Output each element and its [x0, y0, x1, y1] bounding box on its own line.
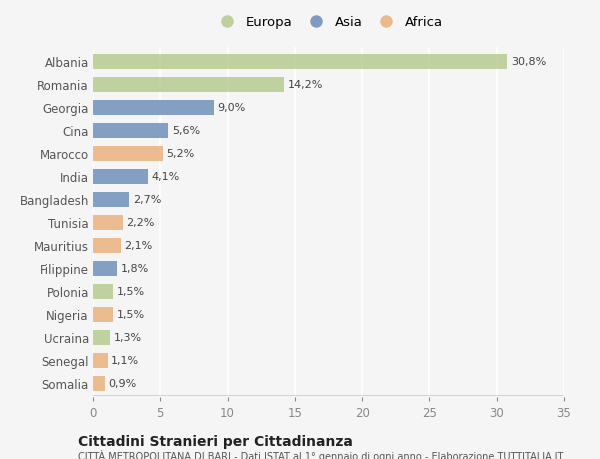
- Text: CITTÀ METROPOLITANA DI BARI - Dati ISTAT al 1° gennaio di ogni anno - Elaborazio: CITTÀ METROPOLITANA DI BARI - Dati ISTAT…: [78, 449, 563, 459]
- Bar: [93, 55, 508, 69]
- Text: Cittadini Stranieri per Cittadinanza: Cittadini Stranieri per Cittadinanza: [78, 434, 353, 448]
- Bar: [93, 261, 117, 276]
- Text: 2,2%: 2,2%: [126, 218, 154, 228]
- Text: 14,2%: 14,2%: [287, 80, 323, 90]
- Text: 1,5%: 1,5%: [116, 286, 145, 297]
- Bar: [93, 307, 113, 322]
- Bar: [93, 169, 148, 184]
- Text: 1,3%: 1,3%: [114, 332, 142, 342]
- Text: 2,7%: 2,7%: [133, 195, 161, 205]
- Legend: Europa, Asia, Africa: Europa, Asia, Africa: [214, 17, 443, 29]
- Bar: [93, 146, 163, 161]
- Text: 1,8%: 1,8%: [121, 263, 149, 274]
- Bar: [93, 376, 105, 391]
- Text: 5,2%: 5,2%: [166, 149, 194, 159]
- Text: 1,5%: 1,5%: [116, 309, 145, 319]
- Text: 2,1%: 2,1%: [125, 241, 153, 251]
- Text: 4,1%: 4,1%: [152, 172, 180, 182]
- Bar: [93, 353, 108, 368]
- Bar: [93, 330, 110, 345]
- Bar: [93, 284, 113, 299]
- Bar: [93, 123, 169, 138]
- Text: 5,6%: 5,6%: [172, 126, 200, 136]
- Text: 1,1%: 1,1%: [111, 355, 139, 365]
- Bar: [93, 78, 284, 92]
- Text: 0,9%: 0,9%: [109, 378, 137, 388]
- Bar: [93, 101, 214, 115]
- Bar: [93, 238, 121, 253]
- Text: 9,0%: 9,0%: [217, 103, 246, 113]
- Bar: [93, 192, 130, 207]
- Bar: [93, 215, 122, 230]
- Text: 30,8%: 30,8%: [511, 57, 546, 67]
